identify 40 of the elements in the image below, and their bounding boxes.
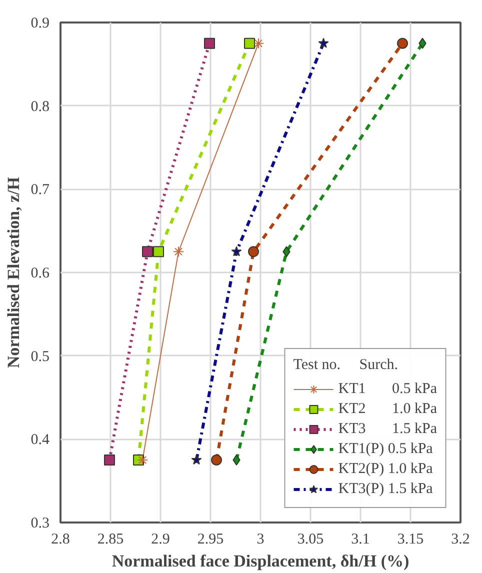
legend-label: KT3 1.5 kPa xyxy=(338,420,437,438)
point xyxy=(244,38,255,49)
y-tick-label: 0.6 xyxy=(30,266,50,282)
x-tick-label: 3 xyxy=(256,532,264,548)
y-tick-label: 0.4 xyxy=(30,432,50,448)
y-tick-label: 0.9 xyxy=(30,16,50,32)
point xyxy=(104,454,115,466)
y-tick-label: 0.5 xyxy=(30,348,50,365)
y-tick-label: 0.8 xyxy=(30,98,50,115)
x-tick-label: 2.9 xyxy=(151,532,170,548)
x-axis-title: Normalised face Displacement, δh/H (%) xyxy=(112,552,410,570)
x-tick-label: 2.85 xyxy=(97,532,124,548)
point xyxy=(137,454,148,466)
x-tick-label: 2.8 xyxy=(51,532,70,548)
point xyxy=(248,246,259,258)
point xyxy=(397,38,408,49)
point xyxy=(253,38,264,49)
x-tick-label: 3.05 xyxy=(297,532,324,548)
legend-label: KT1(P) 0.5 kPa xyxy=(338,440,433,458)
legend-title: Test no. Surch. xyxy=(293,357,400,374)
legend-label: KT2(P) 1.0 kPa xyxy=(338,460,433,478)
x-tick-label: 3.1 xyxy=(351,532,370,548)
point xyxy=(231,246,242,256)
point xyxy=(153,246,164,258)
legend-label: KT2 1.0 kPa xyxy=(338,400,437,418)
point xyxy=(318,38,329,48)
y-tick-label: 0.7 xyxy=(30,182,50,198)
x-tick-label: 3.2 xyxy=(451,532,470,548)
x-tick-label: 3.15 xyxy=(397,532,424,548)
point xyxy=(142,246,153,258)
point xyxy=(211,454,222,466)
point xyxy=(191,454,202,465)
point xyxy=(232,454,240,466)
point xyxy=(173,246,184,258)
y-tick-label: 0.3 xyxy=(30,516,50,532)
x-tick-label: 2.95 xyxy=(197,532,224,548)
legend-label: KT3(P) 1.5 kPa xyxy=(338,480,433,498)
y-axis-title: Normalised Elevation, z/H xyxy=(4,176,23,368)
legend-label: KT1 0.5 kPa xyxy=(338,380,437,398)
point xyxy=(204,38,215,49)
